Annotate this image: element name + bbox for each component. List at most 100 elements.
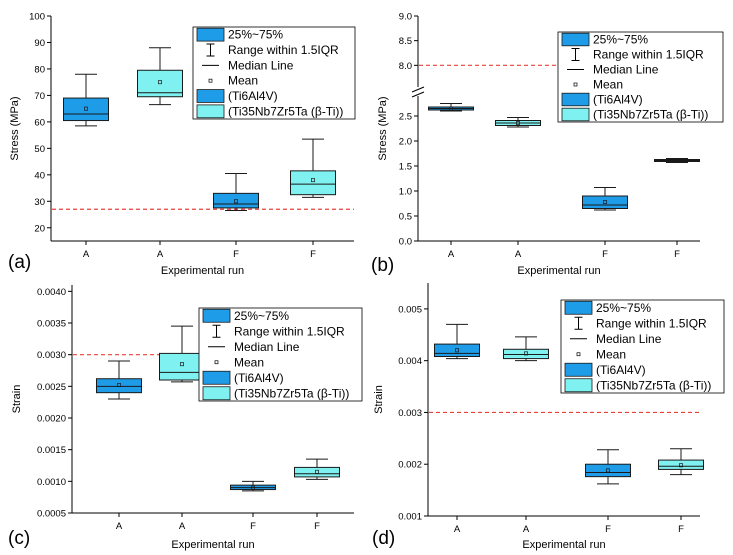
box-3	[654, 158, 700, 163]
legend-entry-mean: Mean	[228, 74, 258, 88]
x-tick-label: A	[83, 249, 90, 260]
legend-swatch-mean	[576, 352, 581, 357]
legend-entry-mean: Mean	[234, 355, 264, 369]
y-tick-label: 0.001	[398, 512, 422, 523]
x-tick-label: A	[454, 524, 461, 535]
mean-marker	[84, 106, 88, 111]
legend-swatch-mean	[208, 78, 213, 83]
y-tick-label: 0.0015	[37, 445, 66, 456]
box-3	[658, 448, 704, 476]
box-1	[503, 336, 549, 362]
x-axis-title: Experimental run	[161, 265, 244, 277]
y-tick-label: 8.0	[399, 61, 412, 72]
mean-marker	[180, 362, 184, 367]
x-tick-label: F	[602, 249, 608, 260]
mean-marker	[117, 383, 121, 388]
y-tick-label: 0.005	[398, 304, 422, 315]
y-tick-label: 0.0005	[37, 509, 66, 520]
x-tick-label: A	[179, 521, 186, 532]
x-axis-title: Experimental run	[171, 539, 254, 551]
y-tick-label: 1.0	[399, 187, 412, 198]
y-tick-label: 80	[34, 64, 45, 75]
legend-swatch-box	[202, 370, 231, 385]
legend-swatch-box	[561, 32, 590, 47]
legend-entry-series-a: (Ti6Al4V)	[234, 371, 284, 385]
y-tick-label: 100	[29, 12, 45, 23]
box-2	[585, 449, 631, 485]
x-axis-title: Experimental run	[522, 539, 605, 551]
y-tick-label: 40	[34, 170, 45, 181]
legend-frame	[560, 299, 725, 394]
legend-swatch-box	[564, 362, 593, 377]
mean-marker	[315, 469, 319, 474]
y-tick-label: 50	[34, 144, 45, 155]
mean-marker	[679, 463, 683, 468]
y-tick-label: 2.5	[399, 112, 412, 123]
legend-entry-box-range: 25%~75%	[228, 28, 283, 42]
legend-entry-whisker-range: Range within 1.5IQR	[228, 43, 339, 57]
legend-entry-median: Median Line	[596, 332, 662, 346]
y-tick-label: 0.0025	[37, 382, 66, 393]
legend-swatch-box	[564, 378, 593, 393]
box-1	[137, 47, 183, 106]
legend-frame	[557, 31, 724, 123]
box-iqr	[503, 348, 549, 360]
y-tick-label: 0.0035	[37, 319, 66, 330]
y-tick-label: 8.5	[399, 36, 412, 47]
mean-marker	[603, 200, 607, 204]
box-0	[434, 323, 480, 360]
box-iqr	[434, 343, 480, 358]
legend-entry-median: Median Line	[234, 340, 300, 354]
y-tick-label: 2.0	[399, 137, 412, 148]
legend-entry-mean: Mean	[593, 78, 623, 92]
legend-swatch-box	[196, 104, 225, 119]
box-iqr	[585, 463, 631, 478]
box-0	[428, 103, 474, 112]
x-axis-title: Experimental run	[517, 265, 600, 277]
legend-entry-series-a: (Ti6Al4V)	[228, 89, 278, 103]
legend-entry-box-range: 25%~75%	[234, 309, 289, 323]
box-3	[290, 138, 336, 198]
mean-marker	[251, 485, 255, 490]
y-tick-label: 70	[34, 91, 45, 102]
legend-swatch-mean	[214, 360, 219, 365]
x-tick-label: A	[448, 249, 455, 260]
mean-marker	[234, 199, 238, 204]
axis-break-gap	[412, 87, 424, 96]
x-tick-label: A	[116, 521, 123, 532]
axis-break-mark	[411, 86, 425, 93]
y-tick-label: 0.0040	[37, 287, 66, 298]
box-iqr	[294, 466, 340, 478]
x-tick-label: A	[157, 249, 164, 260]
y-tick-label: 9.0	[399, 12, 412, 23]
y-tick-label: 0.0020	[37, 414, 66, 425]
legend-entry-whisker-range: Range within 1.5IQR	[234, 324, 345, 338]
legend-entry-median: Median Line	[228, 58, 294, 72]
box-0	[96, 360, 142, 400]
legend-entry-median: Median Line	[593, 63, 659, 77]
x-tick-label: F	[310, 249, 316, 260]
y-tick-label: 30	[34, 197, 45, 208]
legend-entry-whisker-range: Range within 1.5IQR	[596, 316, 707, 330]
mean-marker	[675, 158, 679, 163]
box-iqr	[96, 378, 142, 394]
y-tick-label: 0.5	[399, 212, 412, 223]
box-iqr	[658, 459, 704, 470]
legend-entry-box-range: 25%~75%	[596, 301, 651, 315]
legend: 25%~75%Range within 1.5IQR Median LineMea…	[198, 307, 363, 402]
axis-break-mark	[411, 91, 425, 98]
panel-label: (c)	[8, 528, 30, 549]
box-2	[582, 187, 628, 211]
box-3	[294, 458, 340, 480]
y-axis-title: Strain	[11, 385, 23, 414]
y-axis-title: Stress (MPa)	[377, 96, 389, 160]
legend-entry-whisker-range: Range within 1.5IQR	[593, 48, 704, 62]
panel-c: 0.0005 0.0010 0.0015 0.0020 0.0025 0.0030 0.00…	[8, 285, 363, 551]
y-tick-label: 0.0030	[37, 350, 66, 361]
x-tick-label: F	[678, 524, 684, 535]
y-tick-label: 1.5	[399, 162, 412, 173]
y-tick-label: 60	[34, 117, 45, 128]
